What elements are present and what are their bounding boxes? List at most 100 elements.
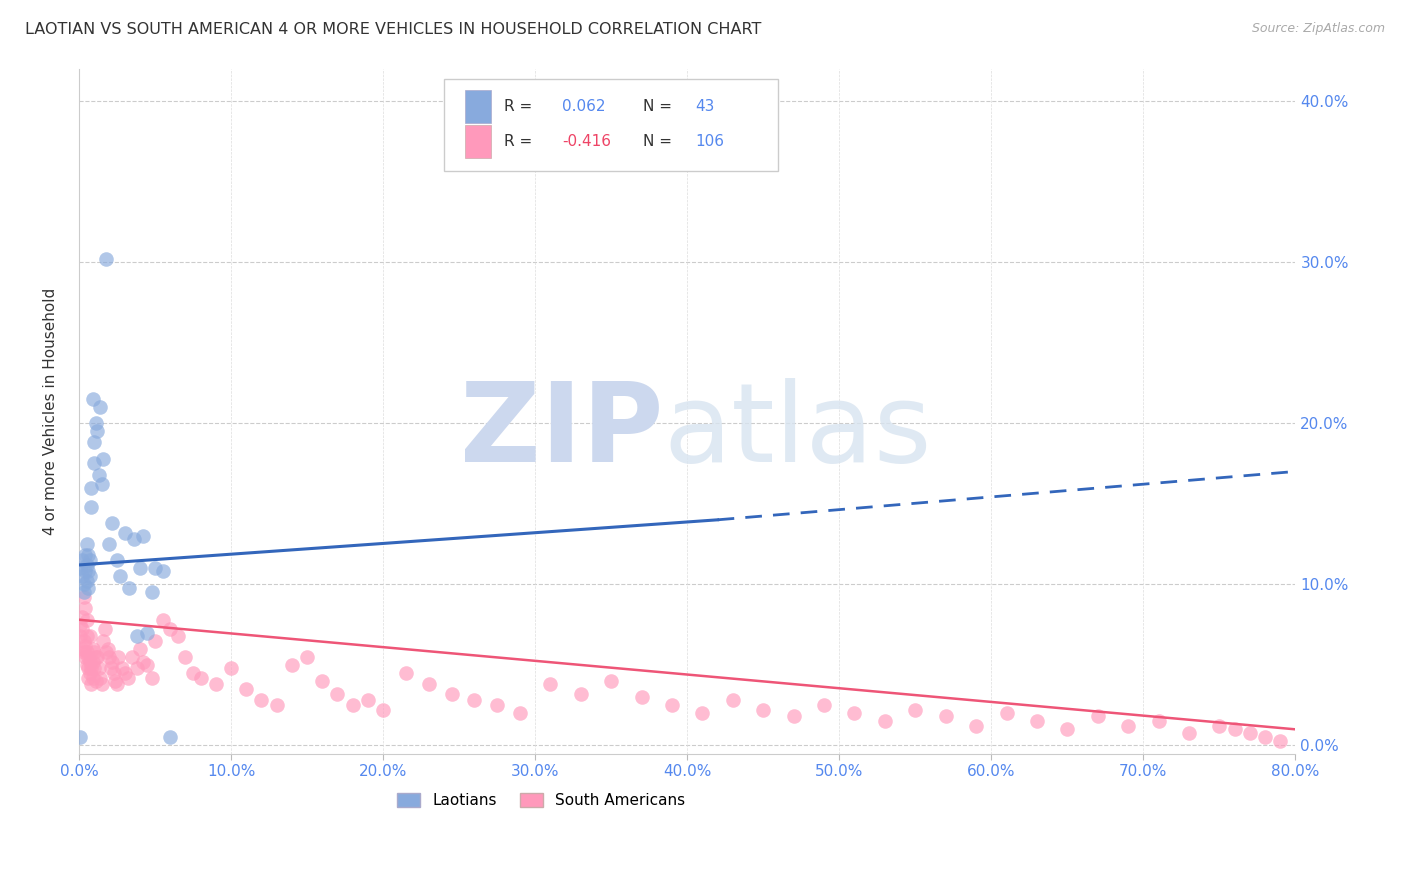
Text: 106: 106: [696, 134, 724, 149]
Point: [486, 698, 509, 713]
Point: [295, 649, 318, 664]
Point: [395, 665, 418, 680]
Point: [128, 641, 150, 656]
Point: [72, 577, 94, 591]
Point: [844, 706, 866, 721]
Point: [141, 671, 163, 685]
Point: [1254, 731, 1277, 745]
Point: [117, 671, 139, 685]
Point: [600, 673, 623, 688]
Point: [87, 467, 110, 482]
Text: atlas: atlas: [662, 378, 931, 485]
Point: [281, 657, 304, 672]
Point: [1147, 714, 1170, 729]
Point: [122, 532, 145, 546]
Point: [114, 665, 136, 680]
Point: [77, 581, 100, 595]
Point: [72, 633, 94, 648]
FancyBboxPatch shape: [444, 78, 779, 171]
Point: [1026, 714, 1049, 729]
Point: [181, 665, 204, 680]
Point: [143, 561, 166, 575]
Point: [79, 553, 101, 567]
Point: [935, 709, 957, 723]
Point: [143, 633, 166, 648]
Point: [661, 698, 683, 713]
Point: [463, 693, 485, 707]
Point: [69, 561, 91, 575]
Point: [82, 671, 104, 685]
Point: [752, 703, 775, 717]
Text: N =: N =: [644, 134, 678, 149]
Point: [70, 641, 93, 656]
Point: [1223, 723, 1246, 737]
Text: ZIP: ZIP: [460, 378, 662, 485]
Point: [98, 649, 121, 664]
Point: [357, 693, 380, 707]
Point: [76, 574, 98, 588]
Point: [77, 661, 100, 675]
Point: [98, 537, 121, 551]
Point: [100, 661, 122, 675]
Point: [86, 424, 108, 438]
Text: 43: 43: [696, 99, 716, 114]
Point: [94, 623, 117, 637]
Point: [70, 623, 93, 637]
Point: [509, 706, 531, 721]
Point: [97, 641, 120, 656]
Point: [80, 481, 103, 495]
Point: [103, 665, 125, 680]
Point: [96, 645, 118, 659]
Point: [80, 661, 103, 675]
Point: [91, 633, 114, 648]
Point: [538, 677, 561, 691]
Point: [569, 687, 592, 701]
Point: [159, 623, 181, 637]
Y-axis label: 4 or more Vehicles in Household: 4 or more Vehicles in Household: [44, 287, 58, 534]
Point: [79, 665, 101, 680]
Point: [80, 677, 103, 691]
Point: [125, 661, 148, 675]
Point: [132, 655, 155, 669]
Point: [204, 677, 226, 691]
Point: [965, 719, 987, 733]
Point: [114, 525, 136, 540]
Point: [89, 400, 111, 414]
Point: [118, 581, 141, 595]
Point: [418, 677, 440, 691]
Point: [692, 706, 714, 721]
Text: R =: R =: [503, 99, 537, 114]
Point: [371, 703, 394, 717]
Point: [77, 649, 100, 664]
Point: [782, 709, 804, 723]
Point: [266, 698, 288, 713]
Point: [107, 649, 129, 664]
Point: [86, 649, 108, 664]
Point: [159, 731, 181, 745]
Point: [121, 649, 143, 664]
Point: [70, 553, 93, 567]
Point: [72, 590, 94, 604]
Point: [104, 673, 127, 688]
Point: [326, 687, 349, 701]
Point: [128, 561, 150, 575]
Point: [83, 435, 105, 450]
Point: [84, 649, 107, 664]
Point: [72, 585, 94, 599]
Point: [219, 661, 242, 675]
Point: [70, 609, 93, 624]
Point: [105, 677, 128, 691]
Point: [83, 645, 105, 659]
Text: LAOTIAN VS SOUTH AMERICAN 4 OR MORE VEHICLES IN HOUSEHOLD CORRELATION CHART: LAOTIAN VS SOUTH AMERICAN 4 OR MORE VEHI…: [25, 22, 762, 37]
Point: [136, 625, 159, 640]
Point: [73, 548, 96, 562]
Point: [96, 252, 118, 266]
Point: [72, 645, 94, 659]
Point: [174, 649, 197, 664]
Text: 0.062: 0.062: [562, 99, 606, 114]
Text: -0.416: -0.416: [562, 134, 610, 149]
Point: [108, 569, 131, 583]
Point: [311, 673, 333, 688]
Point: [141, 585, 163, 599]
Point: [76, 537, 98, 551]
